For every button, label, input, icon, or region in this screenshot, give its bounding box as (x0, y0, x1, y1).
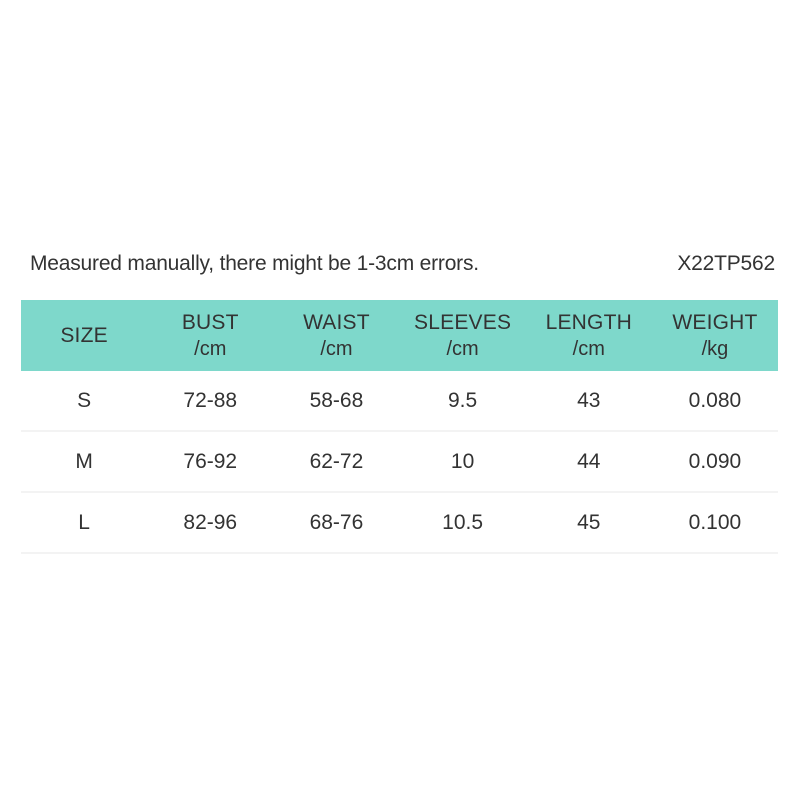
cell-weight: 0.080 (688, 388, 742, 412)
column-label: SIZE (60, 323, 108, 347)
column-header-size: SIZE (21, 300, 147, 371)
column-header-weight: WEIGHT /kg (652, 300, 778, 371)
table-header: SIZE BUST /cm WAIST /cm SLEEVES /cm LENG… (21, 300, 778, 371)
cell-size: S (77, 388, 92, 412)
cell-bust: 82-96 (183, 510, 238, 534)
cell-bust: 72-88 (183, 388, 238, 412)
table-row-m: M 76-92 62-72 10 44 0.090 (21, 432, 778, 493)
cell-size: L (78, 510, 90, 534)
column-unit: /cm (572, 337, 605, 360)
column-label: SLEEVES (414, 310, 512, 334)
cell-sleeves: 9.5 (448, 388, 478, 412)
column-unit: /cm (446, 337, 479, 360)
column-unit: /cm (194, 337, 227, 360)
column-label: BUST (181, 310, 239, 334)
cell-bust: 76-92 (183, 449, 238, 473)
column-label: WEIGHT (672, 310, 758, 334)
cell-length: 45 (577, 510, 601, 534)
measurement-note: Measured manually, there might be 1-3cm … (30, 252, 479, 275)
table-row-l: L 82-96 68-76 10.5 45 0.100 (21, 493, 778, 554)
column-label: WAIST (303, 310, 370, 334)
column-header-bust: BUST /cm (147, 300, 273, 371)
size-table: SIZE BUST /cm WAIST /cm SLEEVES /cm LENG… (21, 300, 778, 554)
table-row-s: S 72-88 58-68 9.5 43 0.080 (21, 371, 778, 432)
cell-weight: 0.100 (688, 510, 742, 534)
column-header-sleeves: SLEEVES /cm (400, 300, 526, 371)
column-label: LENGTH (545, 310, 632, 334)
cell-length: 43 (577, 388, 601, 412)
column-header-length: LENGTH /cm (526, 300, 652, 371)
cell-waist: 68-76 (309, 510, 364, 534)
product-code: X22TP562 (677, 252, 775, 275)
cell-weight: 0.090 (688, 449, 742, 473)
cell-size: M (75, 449, 93, 473)
note-row: Measured manually, there might be 1-3cm … (30, 249, 775, 279)
cell-sleeves: 10.5 (442, 510, 484, 534)
cell-sleeves: 10 (450, 449, 475, 473)
column-unit: /kg (701, 337, 729, 360)
cell-length: 44 (577, 449, 601, 473)
column-unit: /cm (320, 337, 353, 360)
cell-waist: 62-72 (309, 449, 364, 473)
column-header-waist: WAIST /cm (273, 300, 399, 371)
cell-waist: 58-68 (309, 388, 364, 412)
